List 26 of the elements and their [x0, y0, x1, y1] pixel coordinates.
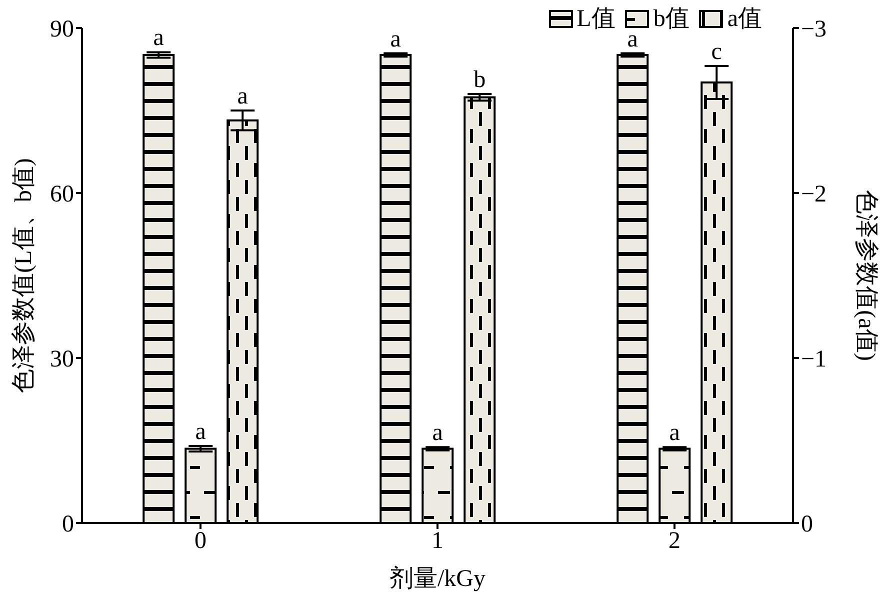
x-tick-label: 2	[668, 528, 680, 554]
x-tick-label: 1	[432, 528, 444, 554]
legend-label: a值	[727, 6, 762, 32]
data-label: c	[711, 38, 722, 65]
data-label: b	[474, 67, 486, 93]
data-label: a	[627, 26, 638, 52]
x-tick-label: 0	[194, 528, 206, 554]
data-label: a	[237, 84, 248, 110]
x-axis-title: 剂量/kGy	[390, 565, 486, 592]
y2-tick-label: −3	[801, 16, 827, 43]
y-tick-label: 60	[50, 182, 74, 208]
y-tick-label: 0	[62, 512, 74, 538]
legend-label: L值	[576, 6, 616, 32]
legend-label: b值	[653, 6, 690, 32]
y2-tick-label: −1	[801, 346, 827, 373]
y2-tick-label: 0	[801, 512, 813, 538]
data-label: a	[195, 419, 206, 445]
data-label: a	[390, 26, 402, 52]
y-tick-label: 90	[50, 16, 74, 43]
data-label: a	[432, 420, 444, 446]
data-label: a	[669, 420, 680, 446]
data-label: a	[153, 25, 164, 52]
y-tick-label: 30	[50, 346, 74, 373]
y2-tick-label: −2	[801, 182, 827, 208]
y2-axis-title: 色泽参数值(a值)	[853, 190, 879, 361]
y-axis-title: 色泽参数值(L值、b值)	[11, 158, 37, 393]
